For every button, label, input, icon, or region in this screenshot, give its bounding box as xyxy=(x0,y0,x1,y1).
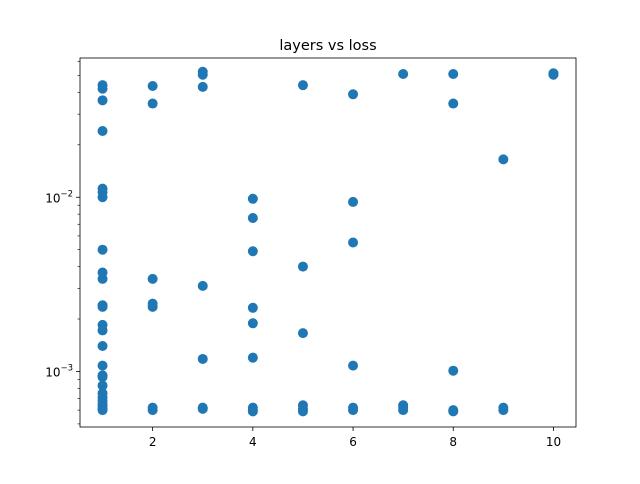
data-point xyxy=(448,98,459,109)
data-point xyxy=(448,365,459,376)
y-tick-label: 10−2 xyxy=(45,189,73,205)
data-point xyxy=(197,69,208,80)
data-point xyxy=(97,244,108,255)
data-point xyxy=(297,328,308,339)
data-point xyxy=(197,81,208,92)
data-point xyxy=(97,126,108,137)
data-point xyxy=(97,192,108,203)
data-point xyxy=(398,405,409,416)
data-point xyxy=(97,360,108,371)
x-axis: 2 4 6 8 10 xyxy=(149,427,561,449)
x-tick-label: 2 xyxy=(149,435,157,449)
data-point xyxy=(297,80,308,91)
data-point xyxy=(247,406,258,417)
data-point xyxy=(297,261,308,272)
data-point xyxy=(197,353,208,364)
data-point xyxy=(97,301,108,312)
x-tick-label: 4 xyxy=(249,435,257,449)
data-point xyxy=(147,81,158,92)
data-point xyxy=(97,371,108,382)
data-point xyxy=(348,89,359,100)
data-point xyxy=(97,273,108,284)
data-point xyxy=(147,98,158,109)
data-point xyxy=(348,196,359,207)
data-point xyxy=(97,95,108,106)
data-point xyxy=(498,405,509,416)
data-point xyxy=(147,405,158,416)
data-point xyxy=(197,403,208,414)
data-point xyxy=(297,406,308,417)
data-point xyxy=(348,405,359,416)
data-point xyxy=(448,406,459,417)
data-point xyxy=(348,360,359,371)
data-point xyxy=(97,341,108,352)
data-point xyxy=(147,301,158,312)
data-point xyxy=(548,69,559,80)
data-point xyxy=(247,213,258,224)
data-point xyxy=(247,302,258,313)
y-tick-label: 10−3 xyxy=(45,363,73,379)
data-point xyxy=(97,325,108,336)
data-point xyxy=(97,83,108,94)
x-tick-label: 8 xyxy=(449,435,457,449)
data-point xyxy=(348,237,359,248)
data-point xyxy=(448,68,459,79)
data-point xyxy=(247,246,258,257)
y-axis: 10−3 10−2 xyxy=(45,61,80,425)
data-point xyxy=(197,280,208,291)
data-point xyxy=(498,154,509,165)
plot-area-frame xyxy=(79,57,577,428)
data-point xyxy=(247,352,258,363)
data-point xyxy=(97,380,108,391)
x-tick-label: 10 xyxy=(546,435,561,449)
chart-title: layers vs loss xyxy=(279,38,376,54)
data-point xyxy=(97,405,108,416)
x-tick-label: 6 xyxy=(349,435,357,449)
data-point xyxy=(147,273,158,284)
data-point xyxy=(247,193,258,204)
points-layer xyxy=(97,66,559,417)
data-point xyxy=(398,68,409,79)
data-point xyxy=(247,318,258,329)
